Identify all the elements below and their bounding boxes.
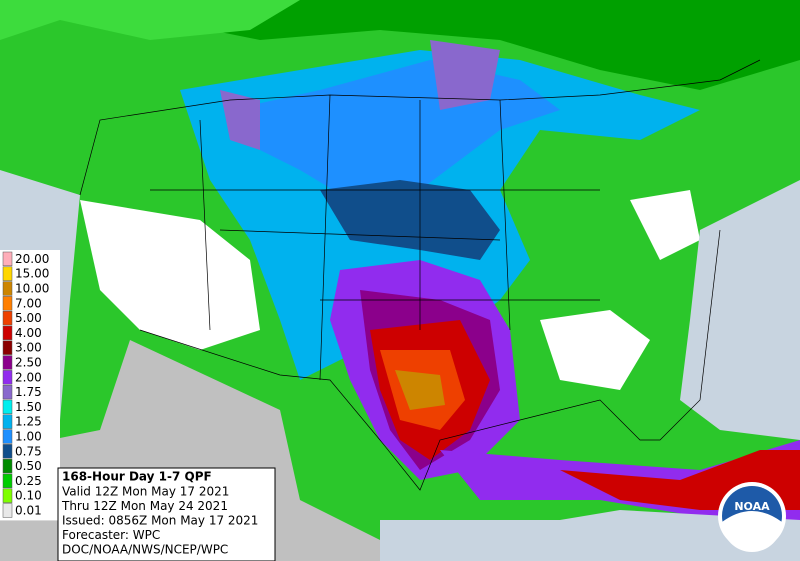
legend-swatch — [2, 325, 13, 341]
legend-swatch — [2, 429, 13, 444]
legend-swatch — [2, 310, 13, 326]
legend-swatch — [2, 266, 13, 281]
legend-label: 2.00 — [15, 370, 42, 384]
legend-swatch — [2, 355, 13, 370]
legend-label: 0.10 — [15, 489, 42, 503]
legend-label: 1.25 — [15, 415, 42, 429]
legend-swatch — [2, 251, 13, 267]
legend: 20.0015.0010.007.005.004.003.002.502.001… — [0, 250, 60, 521]
legend-label: 20.00 — [15, 252, 49, 266]
info-line: Issued: 0856Z Mon May 17 2021 — [62, 514, 258, 528]
state-borders — [79, 59, 761, 491]
legend-label: 0.25 — [15, 474, 42, 488]
legend-label: 10.00 — [15, 282, 49, 296]
legend-swatch — [2, 399, 13, 415]
legend-swatch — [2, 444, 13, 459]
legend-label: 5.00 — [15, 311, 42, 325]
noaa-logo: NOAA — [718, 482, 786, 552]
legend-swatch — [2, 473, 13, 489]
legend-label: 1.00 — [15, 430, 42, 444]
legend-label: 2.50 — [15, 356, 42, 370]
legend-label: 7.00 — [15, 296, 42, 310]
legend-label: 0.01 — [15, 504, 42, 518]
legend-label: 1.50 — [15, 400, 42, 414]
legend-label: 4.00 — [15, 326, 42, 340]
legend-label: 3.00 — [15, 341, 42, 355]
logo-wave — [722, 511, 782, 552]
legend-label: 15.00 — [15, 267, 49, 281]
info-line: Thru 12Z Mon May 24 2021 — [61, 499, 228, 513]
legend-swatch — [2, 503, 13, 518]
info-title: 168-Hour Day 1-7 QPF — [62, 470, 212, 484]
legend-label: 1.75 — [15, 385, 42, 399]
legend-swatch — [2, 414, 13, 429]
info-box-background — [57, 467, 276, 561]
info-line: Forecaster: WPC — [62, 528, 160, 542]
legend-swatch — [2, 340, 13, 355]
logo-text: NOAA — [734, 500, 770, 513]
legend-label: 0.50 — [15, 459, 42, 473]
legend-swatch — [2, 370, 13, 385]
legend-swatch — [2, 458, 13, 474]
legend-label: 0.75 — [15, 444, 42, 458]
info-line: Valid 12Z Mon May 17 2021 — [62, 485, 229, 499]
info-line: DOC/NOAA/NWS/NCEP/WPC — [62, 543, 228, 557]
legend-swatch — [2, 488, 13, 503]
legend-swatch — [2, 281, 13, 296]
legend-swatch — [2, 296, 13, 311]
legend-swatch — [2, 384, 13, 400]
